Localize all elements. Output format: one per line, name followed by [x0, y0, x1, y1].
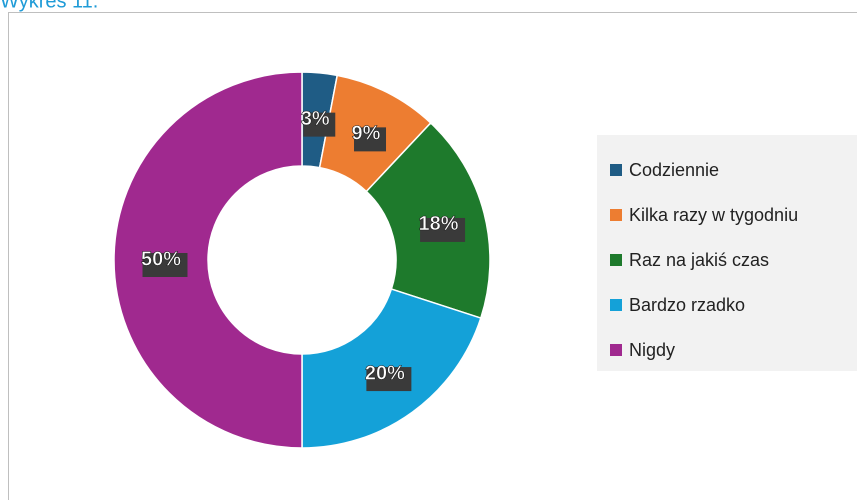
data-label: 3% [301, 108, 330, 130]
data-label-box [142, 253, 188, 277]
data-label: 50% [141, 248, 181, 270]
legend-label: Nigdy [629, 340, 675, 360]
legend-marker [610, 299, 622, 311]
chart-title: Wykres 11. [0, 0, 98, 12]
legend-marker [610, 209, 622, 221]
donut-slice [113, 71, 303, 449]
data-label: 20% [365, 362, 405, 384]
data-label-box [303, 112, 336, 137]
legend-box [597, 135, 857, 371]
legend-label: Raz na jakiś czas [629, 250, 769, 270]
legend-marker [610, 254, 622, 266]
legend-marker [610, 344, 622, 356]
data-label-box [420, 217, 466, 242]
legend-label: Codziennie [629, 160, 719, 180]
legend-label: Kilka razy w tygodniu [629, 205, 798, 225]
data-label: 9% [352, 123, 381, 145]
data-label-box [354, 127, 387, 152]
legend-label: Bardzo rzadko [629, 295, 745, 315]
data-label-box [366, 367, 412, 392]
data-label: 18% [419, 213, 459, 235]
legend-marker [610, 164, 622, 176]
